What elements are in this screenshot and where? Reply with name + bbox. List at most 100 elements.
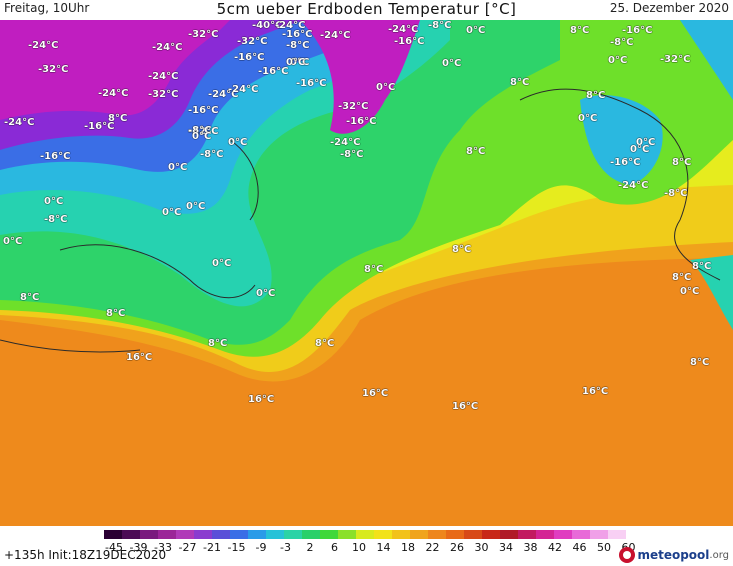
isotherm-label: 8°C <box>570 25 590 36</box>
isotherm-label: 0°C <box>636 137 656 148</box>
scale-swatch <box>482 530 501 539</box>
isotherm-label: 0°C <box>630 144 650 155</box>
isotherm-label: -32°C <box>148 89 179 100</box>
isotherm-label: 16°C <box>362 388 389 399</box>
coastline <box>0 88 721 353</box>
isotherm-label: -24°C <box>618 180 649 191</box>
isotherm-label: -8°C <box>664 188 688 199</box>
temperature-map: -24°C -32°C -24°C -32°C -24°C -32°C -40°C -24°C… <box>0 20 733 526</box>
scandinavia-cold-region <box>580 95 663 185</box>
isotherm-label: -16°C <box>346 116 377 127</box>
isotherm-label: 8°C <box>315 338 335 349</box>
isotherm-label: -16°C <box>234 52 265 63</box>
isotherm-label: -24°C <box>388 24 419 35</box>
scale-swatch <box>176 530 195 539</box>
isotherm-label: 8°C <box>364 264 384 275</box>
isotherm-label: 0°C <box>608 55 628 66</box>
scale-tick-label: 14 <box>376 541 391 554</box>
isotherm-label: -24°C <box>228 84 259 95</box>
scale-swatch <box>500 530 519 539</box>
scale-tick-label: 26 <box>450 541 464 554</box>
meteopool-logo[interactable]: meteopool .org <box>619 546 729 564</box>
isotherm-label: -8°C <box>610 37 634 48</box>
isotherm-label: 8°C <box>452 244 472 255</box>
scale-tick-label: 38 <box>523 541 538 554</box>
isotherm-label: -24°C <box>152 42 183 53</box>
isotherm-label: -32°C <box>188 29 219 40</box>
isotherm-label: -24°C <box>330 137 361 148</box>
scale-tick-label: 46 <box>572 541 587 554</box>
isotherm-label: 16°C <box>452 401 479 412</box>
scale-tick-label: -39 <box>129 541 148 554</box>
map-header: Freitag, 10Uhr 5cm ueber Erdboden Temper… <box>0 0 733 20</box>
scale-swatch <box>266 530 285 539</box>
scale-swatch <box>122 530 141 539</box>
isotherm-label: 0°C <box>578 113 598 124</box>
isotherm-label: -24°C <box>275 20 306 31</box>
logo-tld: .org <box>709 549 729 561</box>
scale-tick-label: -9 <box>255 541 267 554</box>
scale-tick-label: 50 <box>597 541 611 554</box>
scale-swatch <box>338 530 357 539</box>
isotherm-label: -16°C <box>258 66 289 77</box>
scale-swatch <box>464 530 483 539</box>
isotherm-label: 0°C <box>3 236 23 247</box>
scale-swatch <box>104 530 123 539</box>
isotherm-label: 8°C <box>586 90 606 101</box>
map-title: 5cm ueber Erdboden Temperatur [°C] <box>216 0 517 18</box>
scale-tick-label: 30 <box>474 541 489 554</box>
isotherm-label: -32°C <box>660 54 691 65</box>
isotherm-label: -8°C <box>188 125 212 136</box>
isotherm-label: 0°C <box>212 258 232 269</box>
scale-tick-label: 18 <box>401 541 415 554</box>
scale-tick-label: -27 <box>178 541 197 554</box>
isotherm-label: 0°C <box>168 162 188 173</box>
map-footer: -45 -39 -33 -27 -21 -15 -9 -3 2 6 10 14 18 22 26 30 34 38… <box>0 526 733 566</box>
scale-tick-label: 2 <box>306 541 314 554</box>
isotherm-label: -8°C <box>428 20 452 31</box>
isotherm-label: 8°C <box>20 292 40 303</box>
isotherm-label: -24°C <box>208 89 239 100</box>
scale-swatch <box>590 530 609 539</box>
isotherm-label: 8°C <box>106 308 126 319</box>
scale-swatch <box>212 530 231 539</box>
color-scale-ticks: -45 -39 -33 -27 -21 -15 -9 -3 2 6 10 14 18 22 26 30 34 38… <box>104 541 635 555</box>
isotherm-label: 8°C <box>108 113 128 124</box>
isotherm-label: -24°C <box>28 40 59 51</box>
isotherm-label: -24°C <box>320 30 351 41</box>
scale-tick-label: 34 <box>499 541 513 554</box>
deep-cold-region <box>0 20 230 120</box>
isotherm-label: -32°C <box>338 101 369 112</box>
scale-swatch <box>140 530 159 539</box>
isotherm-label: 0°C <box>192 131 212 142</box>
isotherm-label: 0°C <box>376 82 396 93</box>
isotherm-label: 0°C <box>162 207 182 218</box>
forecast-date: 25. Dezember 2020 <box>609 1 729 15</box>
scale-swatch <box>536 530 555 539</box>
isotherm-label: 0°C <box>466 25 486 36</box>
isotherm-label: -24°C <box>98 88 129 99</box>
isotherm-label: 0°C <box>186 201 206 212</box>
isotherm-label: 8°C <box>692 261 712 272</box>
isotherm-label: 16°C <box>582 386 609 397</box>
isotherm-label: 0°C <box>442 58 462 69</box>
isotherm-label: -16°C <box>610 157 641 168</box>
isotherm-label: -16°C <box>622 25 653 36</box>
scale-tick-label: 10 <box>352 541 366 554</box>
isotherm-label: -16°C <box>188 105 219 116</box>
isotherm-label: -32°C <box>237 36 268 47</box>
isotherm-label: 8°C <box>208 338 228 349</box>
isotherm-label: 0°C <box>44 196 64 207</box>
isotherm-label: -8°C <box>286 40 310 51</box>
scale-swatch <box>554 530 573 539</box>
isotherm-label: -16°C <box>84 121 115 132</box>
scale-swatch <box>230 530 249 539</box>
isotherm-label: 0°C <box>256 288 276 299</box>
isotherm-label: 8°C <box>466 146 486 157</box>
isotherm-label: -24°C <box>148 71 179 82</box>
isotherm-label: 16°C <box>126 352 153 363</box>
isotherm-label: 8°C <box>510 77 530 88</box>
isotherm-label: -32°C <box>38 64 69 75</box>
isotherm-label: -16°C <box>282 29 313 40</box>
scale-tick-label: -15 <box>227 541 246 554</box>
